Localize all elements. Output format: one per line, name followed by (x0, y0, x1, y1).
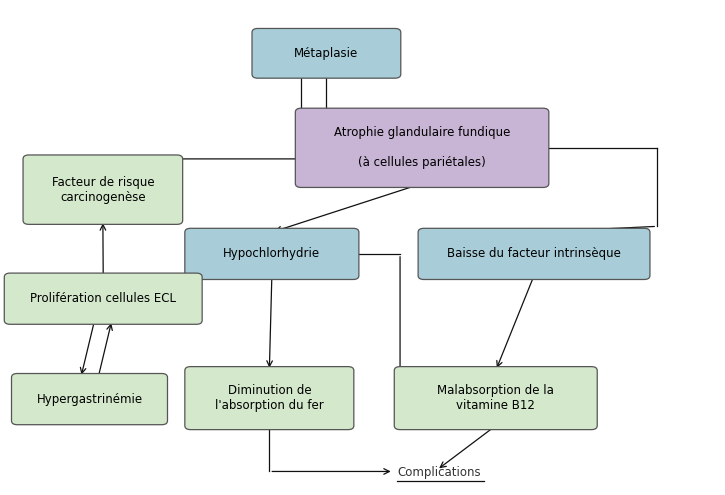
Text: Hypergastrinémie: Hypergastrinémie (36, 393, 143, 405)
FancyBboxPatch shape (418, 228, 650, 280)
FancyBboxPatch shape (185, 228, 359, 280)
FancyBboxPatch shape (295, 108, 549, 188)
Text: Baisse du facteur intrinsèque: Baisse du facteur intrinsèque (447, 248, 621, 260)
Text: Complications: Complications (397, 466, 481, 479)
FancyBboxPatch shape (394, 367, 597, 430)
FancyBboxPatch shape (4, 273, 202, 324)
FancyBboxPatch shape (12, 374, 167, 425)
FancyBboxPatch shape (252, 28, 401, 78)
Text: Facteur de risque
carcinogenèse: Facteur de risque carcinogenèse (51, 176, 154, 203)
Text: Prolifération cellules ECL: Prolifération cellules ECL (30, 292, 176, 305)
Text: Diminution de
l'absorption du fer: Diminution de l'absorption du fer (215, 384, 323, 412)
FancyBboxPatch shape (23, 155, 183, 224)
Text: Atrophie glandulaire fundique

(à cellules pariétales): Atrophie glandulaire fundique (à cellule… (334, 126, 510, 169)
Text: Hypochlorhydrie: Hypochlorhydrie (223, 248, 320, 260)
Text: Métaplasie: Métaplasie (294, 47, 359, 60)
FancyBboxPatch shape (185, 367, 354, 430)
Text: Malabsorption de la
vitamine B12: Malabsorption de la vitamine B12 (437, 384, 554, 412)
